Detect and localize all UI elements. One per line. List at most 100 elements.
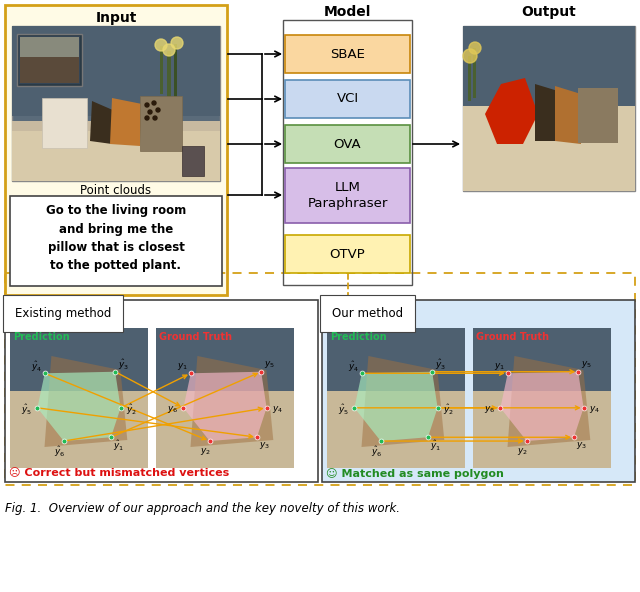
Text: Prediction: Prediction bbox=[13, 332, 70, 342]
Text: $y_3$: $y_3$ bbox=[575, 440, 587, 451]
Bar bbox=[156, 328, 294, 391]
Text: $y_5$: $y_5$ bbox=[581, 359, 592, 371]
Polygon shape bbox=[110, 98, 142, 146]
Bar bbox=[473, 391, 611, 468]
Polygon shape bbox=[191, 356, 273, 447]
Text: $y_4$: $y_4$ bbox=[589, 404, 600, 415]
Bar bbox=[5, 273, 635, 485]
Text: $\hat{y}_2$: $\hat{y}_2$ bbox=[443, 403, 454, 417]
Bar bbox=[156, 328, 294, 468]
Bar bbox=[5, 5, 227, 295]
Text: $y_5$: $y_5$ bbox=[264, 359, 275, 371]
Bar bbox=[174, 44, 177, 99]
Bar bbox=[17, 34, 82, 86]
Circle shape bbox=[469, 42, 481, 54]
Text: Model: Model bbox=[324, 5, 371, 19]
Circle shape bbox=[145, 103, 149, 107]
Polygon shape bbox=[184, 372, 267, 441]
Bar bbox=[463, 26, 635, 191]
Text: Ground Truth: Ground Truth bbox=[476, 332, 549, 342]
Circle shape bbox=[163, 44, 175, 56]
Bar bbox=[327, 328, 465, 391]
Bar bbox=[10, 196, 222, 286]
Text: $y_6$: $y_6$ bbox=[484, 404, 495, 415]
Text: Point clouds: Point clouds bbox=[81, 185, 152, 198]
Bar bbox=[468, 56, 471, 101]
Bar bbox=[182, 146, 204, 176]
Text: $\hat{y}_5$: $\hat{y}_5$ bbox=[21, 403, 32, 417]
Text: Output: Output bbox=[522, 5, 577, 19]
Bar bbox=[156, 391, 294, 468]
Text: Ground Truth: Ground Truth bbox=[159, 332, 232, 342]
Polygon shape bbox=[508, 356, 590, 447]
Bar bbox=[167, 51, 171, 101]
Text: Our method: Our method bbox=[332, 307, 403, 320]
Polygon shape bbox=[500, 372, 584, 441]
Text: $y_1$: $y_1$ bbox=[493, 361, 505, 372]
Polygon shape bbox=[45, 356, 127, 447]
Bar bbox=[10, 328, 148, 468]
Text: $\hat{y}_6$: $\hat{y}_6$ bbox=[54, 444, 65, 459]
Text: $y_1$: $y_1$ bbox=[177, 361, 188, 372]
Bar bbox=[285, 80, 410, 118]
Circle shape bbox=[463, 49, 477, 63]
Bar bbox=[285, 125, 410, 163]
Circle shape bbox=[171, 37, 183, 49]
Bar bbox=[473, 328, 611, 468]
Circle shape bbox=[152, 101, 156, 105]
Bar bbox=[322, 300, 635, 482]
Bar bbox=[42, 98, 87, 148]
Text: $y_6$: $y_6$ bbox=[167, 404, 178, 415]
Text: $y_2$: $y_2$ bbox=[200, 446, 211, 457]
Circle shape bbox=[148, 110, 152, 114]
Text: $\hat{y}_4$: $\hat{y}_4$ bbox=[31, 359, 42, 374]
Bar bbox=[463, 26, 635, 106]
Text: $\hat{y}_1$: $\hat{y}_1$ bbox=[113, 438, 124, 453]
Bar bbox=[160, 46, 163, 94]
Text: $\hat{y}_5$: $\hat{y}_5$ bbox=[338, 403, 349, 417]
Text: Go to the living room
and bring me the
pillow that is closest
to the potted plan: Go to the living room and bring me the p… bbox=[46, 204, 186, 272]
Polygon shape bbox=[37, 372, 120, 441]
Circle shape bbox=[155, 39, 167, 51]
Bar bbox=[20, 57, 79, 83]
Bar bbox=[327, 328, 465, 468]
Bar bbox=[283, 20, 412, 285]
Circle shape bbox=[145, 116, 149, 120]
Polygon shape bbox=[555, 86, 581, 144]
Bar bbox=[19, 36, 80, 84]
Bar bbox=[285, 35, 410, 73]
Bar bbox=[12, 26, 220, 181]
Bar bbox=[285, 235, 410, 273]
Bar bbox=[10, 328, 148, 391]
Bar bbox=[140, 96, 182, 151]
Bar bbox=[12, 26, 220, 116]
Bar bbox=[5, 300, 318, 482]
Text: $\hat{y}_2$: $\hat{y}_2$ bbox=[126, 403, 137, 417]
Text: ☺ Matched as same polygon: ☺ Matched as same polygon bbox=[326, 468, 504, 479]
Text: Prediction: Prediction bbox=[330, 332, 387, 342]
Text: $y_4$: $y_4$ bbox=[272, 404, 283, 415]
Bar bbox=[10, 391, 148, 468]
Bar bbox=[473, 48, 476, 98]
Polygon shape bbox=[485, 78, 538, 144]
Bar bbox=[20, 37, 79, 57]
Text: $\hat{y}_4$: $\hat{y}_4$ bbox=[348, 359, 359, 374]
Bar bbox=[327, 391, 465, 468]
Text: Existing method: Existing method bbox=[15, 307, 111, 320]
Circle shape bbox=[156, 108, 160, 112]
Text: Input: Input bbox=[95, 11, 137, 25]
Bar bbox=[578, 88, 618, 143]
Bar bbox=[285, 168, 410, 223]
Text: SBAE: SBAE bbox=[330, 47, 365, 60]
Text: $\hat{y}_3$: $\hat{y}_3$ bbox=[435, 358, 446, 372]
Text: Fig. 1.  Overview of our approach and the key novelty of this work.: Fig. 1. Overview of our approach and the… bbox=[5, 502, 400, 515]
Text: $y_2$: $y_2$ bbox=[517, 446, 528, 457]
Text: OTVP: OTVP bbox=[330, 247, 365, 260]
Text: $\hat{y}_1$: $\hat{y}_1$ bbox=[429, 438, 441, 453]
Bar bbox=[463, 106, 635, 191]
Polygon shape bbox=[355, 372, 438, 441]
Text: ☹ Correct but mismatched vertices: ☹ Correct but mismatched vertices bbox=[9, 468, 229, 478]
Text: $\hat{y}_6$: $\hat{y}_6$ bbox=[371, 444, 383, 459]
Polygon shape bbox=[90, 101, 115, 144]
Text: LLM
Paraphraser: LLM Paraphraser bbox=[307, 181, 388, 210]
